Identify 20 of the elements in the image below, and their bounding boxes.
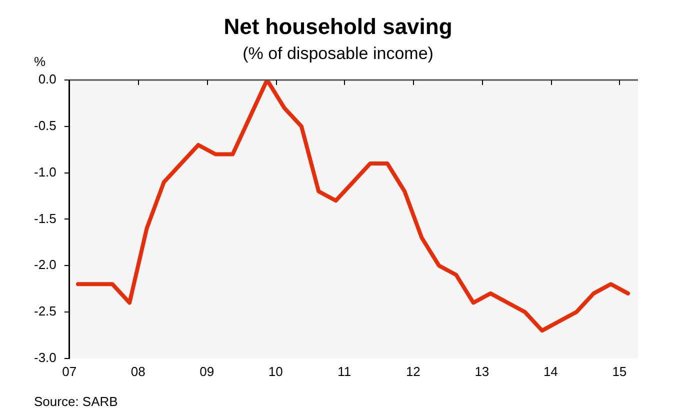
y-tick-label: -2.5 xyxy=(34,304,56,319)
x-tick-label: 08 xyxy=(130,364,146,379)
x-tick-label: 12 xyxy=(406,364,420,379)
x-tick-label: 10 xyxy=(268,364,283,379)
x-tick-label: 11 xyxy=(338,364,352,379)
y-tick-label: 0.0 xyxy=(38,72,56,87)
y-tick-label: -3.0 xyxy=(34,350,56,365)
source-note: Source: SARB xyxy=(34,394,118,409)
x-tick-label: 13 xyxy=(474,364,490,379)
x-tick-label: 07 xyxy=(62,364,77,379)
y-tick-label: -1.5 xyxy=(34,210,56,226)
chart-title: Net household saving xyxy=(222,14,454,40)
x-tick-label: 09 xyxy=(200,364,214,379)
x-tick-label: 14 xyxy=(543,364,558,379)
y-tick-label: -1.0 xyxy=(34,164,56,180)
y-tick-label: -0.5 xyxy=(34,118,56,133)
chart-subtitle: (% of disposable income) xyxy=(242,44,434,63)
y-tick-label: -2.0 xyxy=(34,257,56,272)
x-tick-label: 15 xyxy=(612,364,627,379)
y-axis-title: % xyxy=(34,54,46,69)
